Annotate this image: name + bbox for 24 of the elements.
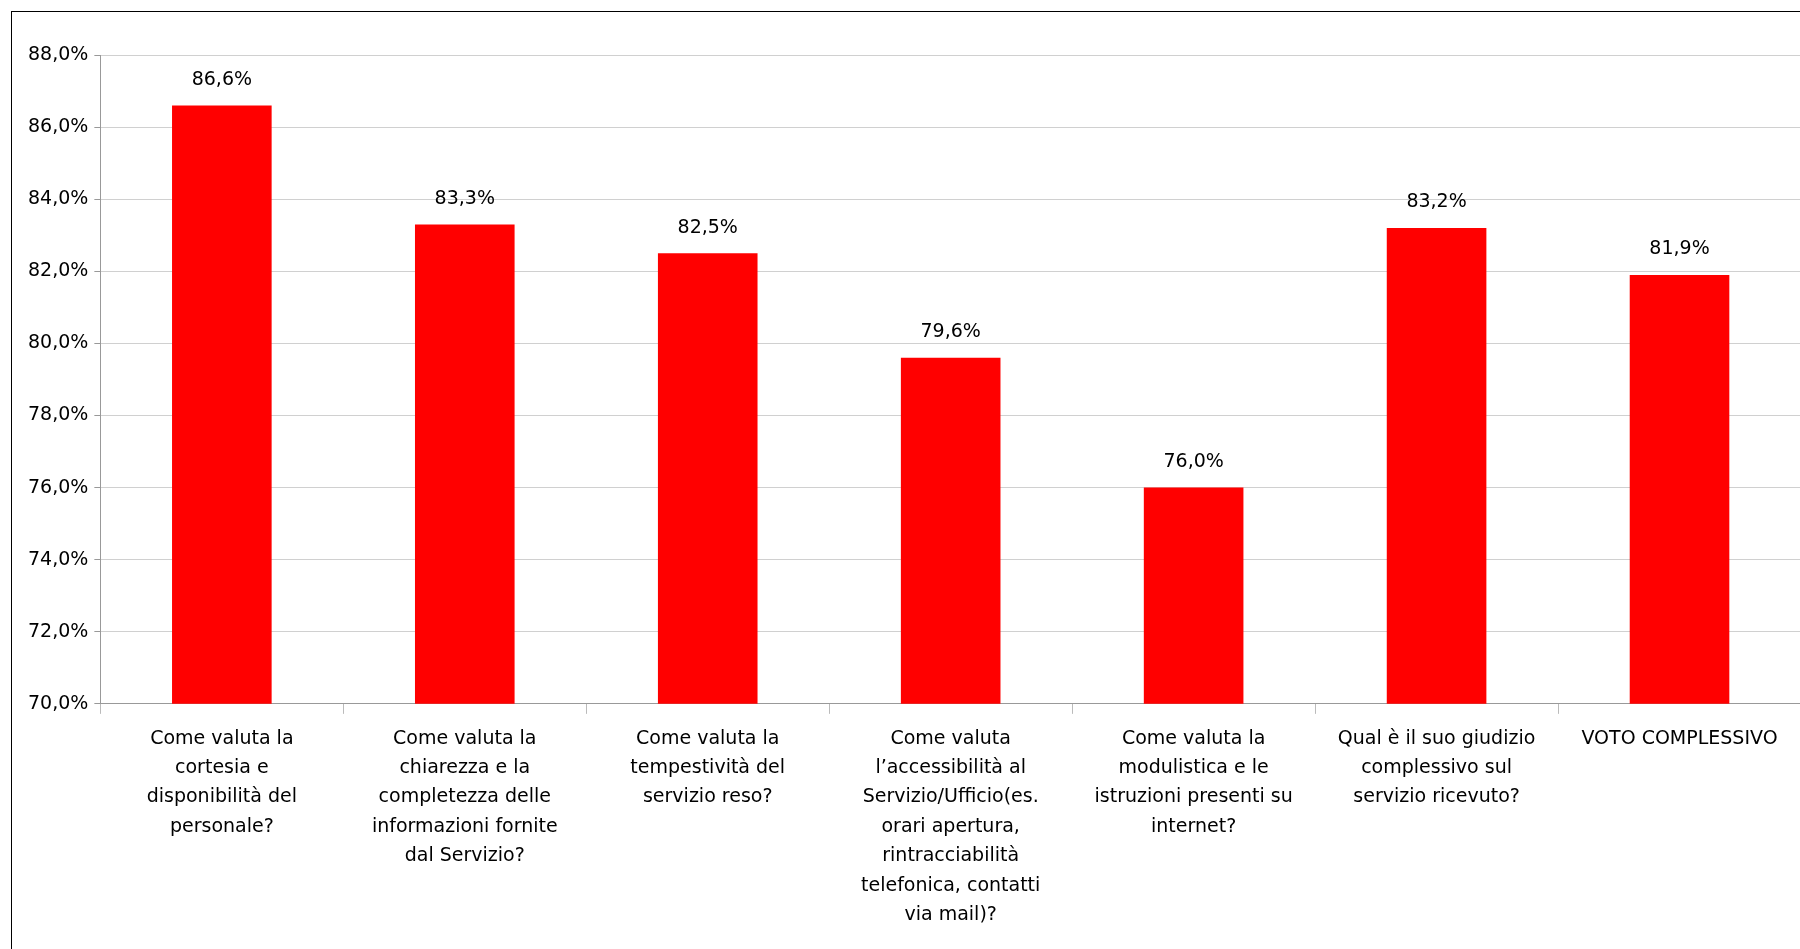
data-label: 82,5% bbox=[677, 214, 738, 237]
x-tick-label: Come valuta la cortesia e disponibilità del personale? bbox=[146, 725, 297, 836]
y-tick-label: 86,0% bbox=[28, 114, 89, 137]
y-tick-label: 80,0% bbox=[28, 330, 89, 353]
data-label: 83,3% bbox=[434, 185, 495, 208]
x-tick-label: VOTO COMPLESSIVO bbox=[1581, 725, 1778, 748]
y-tick-label: 88,0% bbox=[28, 41, 89, 64]
y-tick-label: 72,0% bbox=[28, 618, 89, 641]
x-tick-label: Come valuta la chiarezza e la completezza delle informazioni fornite dal Servizio? bbox=[371, 725, 558, 866]
data-label: 79,6% bbox=[920, 319, 981, 342]
x-tick-label: Come valuta la modulistica e le istruzioni presenti su internet? bbox=[1094, 725, 1293, 836]
data-label: 76,0% bbox=[1163, 449, 1224, 471]
x-tick-label: Come valuta l’accessibilità al Servizio/Ufficio(es. orari apertura, rintracciabilità telefonica, contatti via mail)? bbox=[861, 725, 1041, 925]
y-tick-label: 82,0% bbox=[28, 258, 89, 281]
y-tick-label: 70,0% bbox=[28, 690, 89, 713]
y-tick-label: 76,0% bbox=[28, 474, 89, 497]
y-tick-label: 84,0% bbox=[28, 186, 89, 209]
data-label: 83,2% bbox=[1406, 189, 1467, 212]
x-tick-label: Come valuta la tempestività del servizio reso? bbox=[630, 725, 786, 807]
data-label: 86,6% bbox=[191, 66, 253, 89]
data-label: 81,9% bbox=[1649, 236, 1710, 259]
y-tick-label: 78,0% bbox=[28, 402, 89, 425]
y-tick-label: 74,0% bbox=[28, 546, 89, 569]
x-tick-label: Qual è il suo giudizio complessivo sul servizio ricevuto? bbox=[1337, 725, 1536, 807]
